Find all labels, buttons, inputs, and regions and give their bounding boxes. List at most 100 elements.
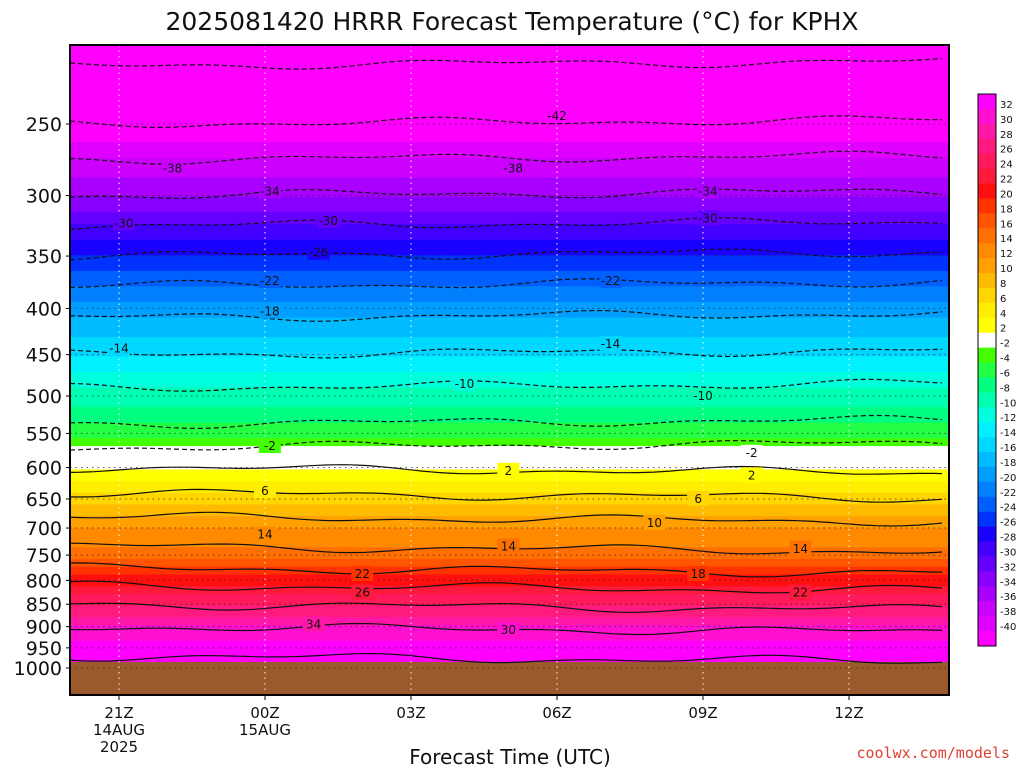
- colorbar-swatch: [978, 571, 996, 587]
- colorbar-swatch: [978, 228, 996, 244]
- contour-label-bg: [302, 616, 325, 632]
- contour-label-bg: [696, 210, 719, 226]
- temperature-band: [70, 91, 949, 97]
- contour-label-bg: [643, 514, 666, 530]
- contour-label: -34: [260, 185, 280, 199]
- temperature-band: [70, 321, 949, 326]
- temperature-band: [70, 562, 949, 568]
- colorbar-swatch: [978, 616, 996, 632]
- temperature-band: [70, 418, 949, 424]
- temperature-band: [70, 317, 949, 323]
- contour-line-18: [70, 562, 943, 578]
- temperature-band: [70, 255, 949, 260]
- colorbar-tick-label: -16: [1000, 443, 1016, 454]
- colorbar-tick-label: 30: [1000, 115, 1013, 126]
- y-tick-label: 550: [26, 423, 62, 445]
- temperature-band: [70, 263, 949, 268]
- y-tick-label: 750: [26, 545, 62, 567]
- contour-label-bg: [789, 540, 812, 556]
- contour-label-bg: [687, 490, 710, 506]
- temperature-band: [70, 333, 949, 338]
- y-tick-label: 350: [26, 246, 62, 268]
- temperature-band: [70, 154, 949, 159]
- contour-label: -2: [746, 446, 758, 460]
- colorbar-swatch: [978, 362, 996, 378]
- colorbar-swatch: [978, 123, 996, 140]
- colorbar-swatch: [978, 392, 996, 408]
- temperature-band: [70, 504, 949, 509]
- temperature-band: [70, 185, 949, 190]
- contour-line--10: [70, 378, 943, 392]
- temperature-band: [70, 243, 949, 249]
- temperature-band: [70, 294, 949, 299]
- x-tick-label: 03Z: [396, 704, 425, 722]
- temperature-band: [70, 500, 949, 506]
- temperature-band: [70, 80, 949, 85]
- colorbar-swatch: [978, 377, 996, 393]
- temperature-band: [70, 134, 949, 140]
- temperature-band: [70, 640, 949, 646]
- colorbar-swatch: [978, 481, 996, 498]
- contour-label: -38: [503, 161, 523, 175]
- temperature-band: [70, 481, 949, 486]
- chart-title: 2025081420 HRRR Forecast Temperature (°C…: [165, 7, 858, 36]
- colorbar-tick-label: 18: [1000, 204, 1013, 215]
- colorbar-tick-label: 16: [1000, 219, 1013, 230]
- temperature-band: [70, 422, 949, 428]
- colorbar-tick-label: 20: [1000, 189, 1013, 200]
- y-tick-label: 1000: [14, 658, 62, 680]
- temperature-band: [70, 590, 949, 595]
- temperature-fill: [70, 45, 949, 669]
- temperature-band: [70, 391, 949, 397]
- contour-line--6: [70, 414, 943, 430]
- contour-label: -22: [601, 274, 621, 288]
- x-tick-label: 14AUG: [93, 721, 145, 739]
- temperature-band: [70, 212, 949, 217]
- contour-label: -42: [547, 109, 567, 123]
- temperature-band: [70, 228, 949, 233]
- contour-line--38: [70, 150, 943, 165]
- y-tick-label: 300: [26, 186, 62, 208]
- y-tick-label: 700: [26, 518, 62, 540]
- contour-label: 14: [257, 528, 272, 542]
- colorbar-swatch: [978, 317, 996, 334]
- temperature-band: [70, 617, 949, 622]
- contour-label: -34: [698, 185, 718, 199]
- temperature-band: [70, 403, 949, 408]
- colorbar-tick-label: -30: [1000, 547, 1016, 558]
- contour-line--46: [70, 58, 943, 70]
- temperature-band: [70, 298, 949, 303]
- temperature-band: [70, 364, 949, 369]
- contour-label: 14: [793, 542, 808, 556]
- temperature-band: [70, 157, 949, 163]
- colorbar-swatch: [978, 466, 996, 483]
- contour-label: 34: [306, 617, 321, 631]
- y-tick-label: 250: [26, 114, 62, 136]
- temperature-band: [70, 107, 949, 112]
- colorbar-tick-label: -24: [1000, 503, 1016, 514]
- contour-label-bg: [453, 376, 476, 392]
- temperature-band: [70, 192, 949, 198]
- temperature-band: [70, 570, 949, 576]
- temperature-band: [70, 399, 949, 404]
- colorbar-swatch: [978, 496, 996, 513]
- temperature-band: [70, 208, 949, 214]
- x-tick-label: 2025: [100, 738, 138, 756]
- temperature-band: [70, 535, 949, 541]
- x-tick-label: 21Z: [104, 704, 133, 722]
- contour-label: 18: [690, 567, 705, 581]
- temperature-band: [70, 648, 949, 654]
- temperature-band: [70, 636, 949, 642]
- contour-label: -10: [455, 377, 475, 391]
- colorbar-tick-label: 32: [1000, 100, 1013, 111]
- credit-link[interactable]: coolwx.com/models: [856, 744, 1010, 762]
- colorbar-tick-label: 6: [1000, 294, 1006, 305]
- temperature-band: [70, 301, 949, 307]
- temperature-band: [70, 508, 949, 513]
- colorbar-tick-label: -34: [1000, 577, 1016, 588]
- colorbar-tick-label: -6: [1000, 368, 1010, 379]
- colorbar-tick-label: -38: [1000, 607, 1016, 618]
- colorbar-swatch: [978, 556, 996, 572]
- temperature-band: [70, 578, 949, 583]
- colorbar-frame: [977, 93, 997, 647]
